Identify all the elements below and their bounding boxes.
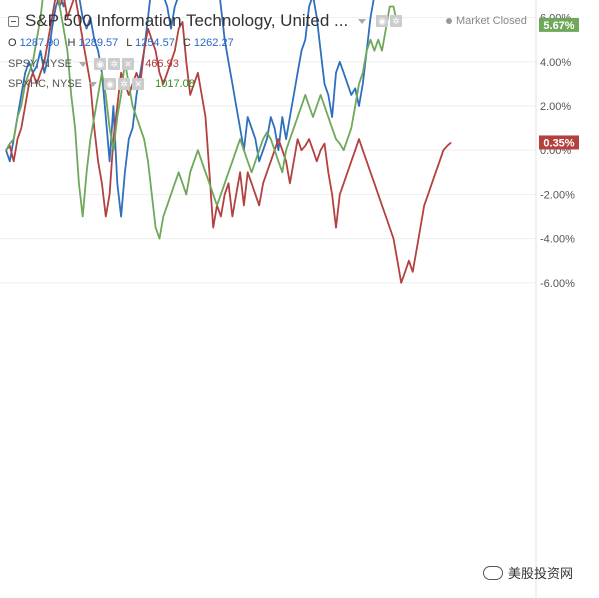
y-tick-label: 2.00% [540,101,571,113]
last-value-badge [539,135,579,150]
gear-icon[interactable]: ✲ [118,78,131,91]
collapse-icon[interactable] [8,15,19,27]
series-line-2 [5,0,399,240]
visibility-icon[interactable]: ◉ [376,15,389,27]
visibility-icon[interactable]: ◉ [104,78,117,91]
market-status: Market Closed [446,15,527,27]
gear-icon[interactable]: ✲ [390,15,403,27]
last-value-label: 5.67% [543,20,574,32]
ohlc-row: O 1287.90 H 1289.57 L 1254.57 C 1262.27 [8,37,239,49]
y-tick-label: -4.00% [540,234,575,246]
last-value-label: 0.35% [543,137,574,149]
y-tick-label: -2.00% [540,189,575,201]
wechat-icon [483,565,503,580]
ohlc-close-value: 1262.27 [193,37,234,49]
ohlc-open-value: 1287.90 [19,37,60,49]
y-tick-label: 4.00% [540,57,571,69]
close-icon[interactable]: ✕ [132,78,145,91]
series-line-0 [5,0,375,218]
ohlc-low-label: L [126,37,133,49]
ohlc-high-label: H [67,37,76,49]
chevron-down-icon[interactable] [79,61,88,67]
legend-symbol: SPXHC, NYSE [8,78,82,90]
last-value-badge [539,17,579,32]
status-dot-icon [446,18,452,25]
market-status-label: Market Closed [456,15,527,27]
legend-value: 1017.08 [155,78,195,90]
close-icon[interactable]: ✕ [122,58,135,71]
title-row: S&P 500 Information Technology, United .… [8,11,403,31]
ohlc-low-value: 1254.57 [135,37,175,49]
chevron-down-icon[interactable] [89,81,98,87]
gear-icon[interactable]: ✲ [108,58,121,71]
symbol-title: S&P 500 Information Technology, United .… [25,11,349,30]
chevron-down-icon[interactable] [358,18,367,24]
visibility-icon[interactable]: ◉ [94,58,107,71]
legend-item-spsy[interactable]: SPSY, NYSE ◉ ✲ ✕ 466.93 [8,58,179,71]
legend-value: 466.93 [145,58,179,70]
series-lines [5,0,452,284]
legend-item-spxhc[interactable]: SPXHC, NYSE ◉ ✲ ✕ 1017.08 [8,78,195,91]
watermark: 美股投资网 [483,563,573,582]
y-tick-label: -6.00% [540,278,575,290]
ohlc-high-value: 1289.57 [78,37,119,49]
series-line-1 [5,0,452,284]
watermark-text: 美股投资网 [508,566,574,581]
legend-symbol: SPSY, NYSE [8,58,72,70]
last-value-badges: 13.53%0.35%5.67% [539,17,579,150]
ohlc-close-label: C [182,37,191,49]
ohlc-open-label: O [8,37,17,49]
